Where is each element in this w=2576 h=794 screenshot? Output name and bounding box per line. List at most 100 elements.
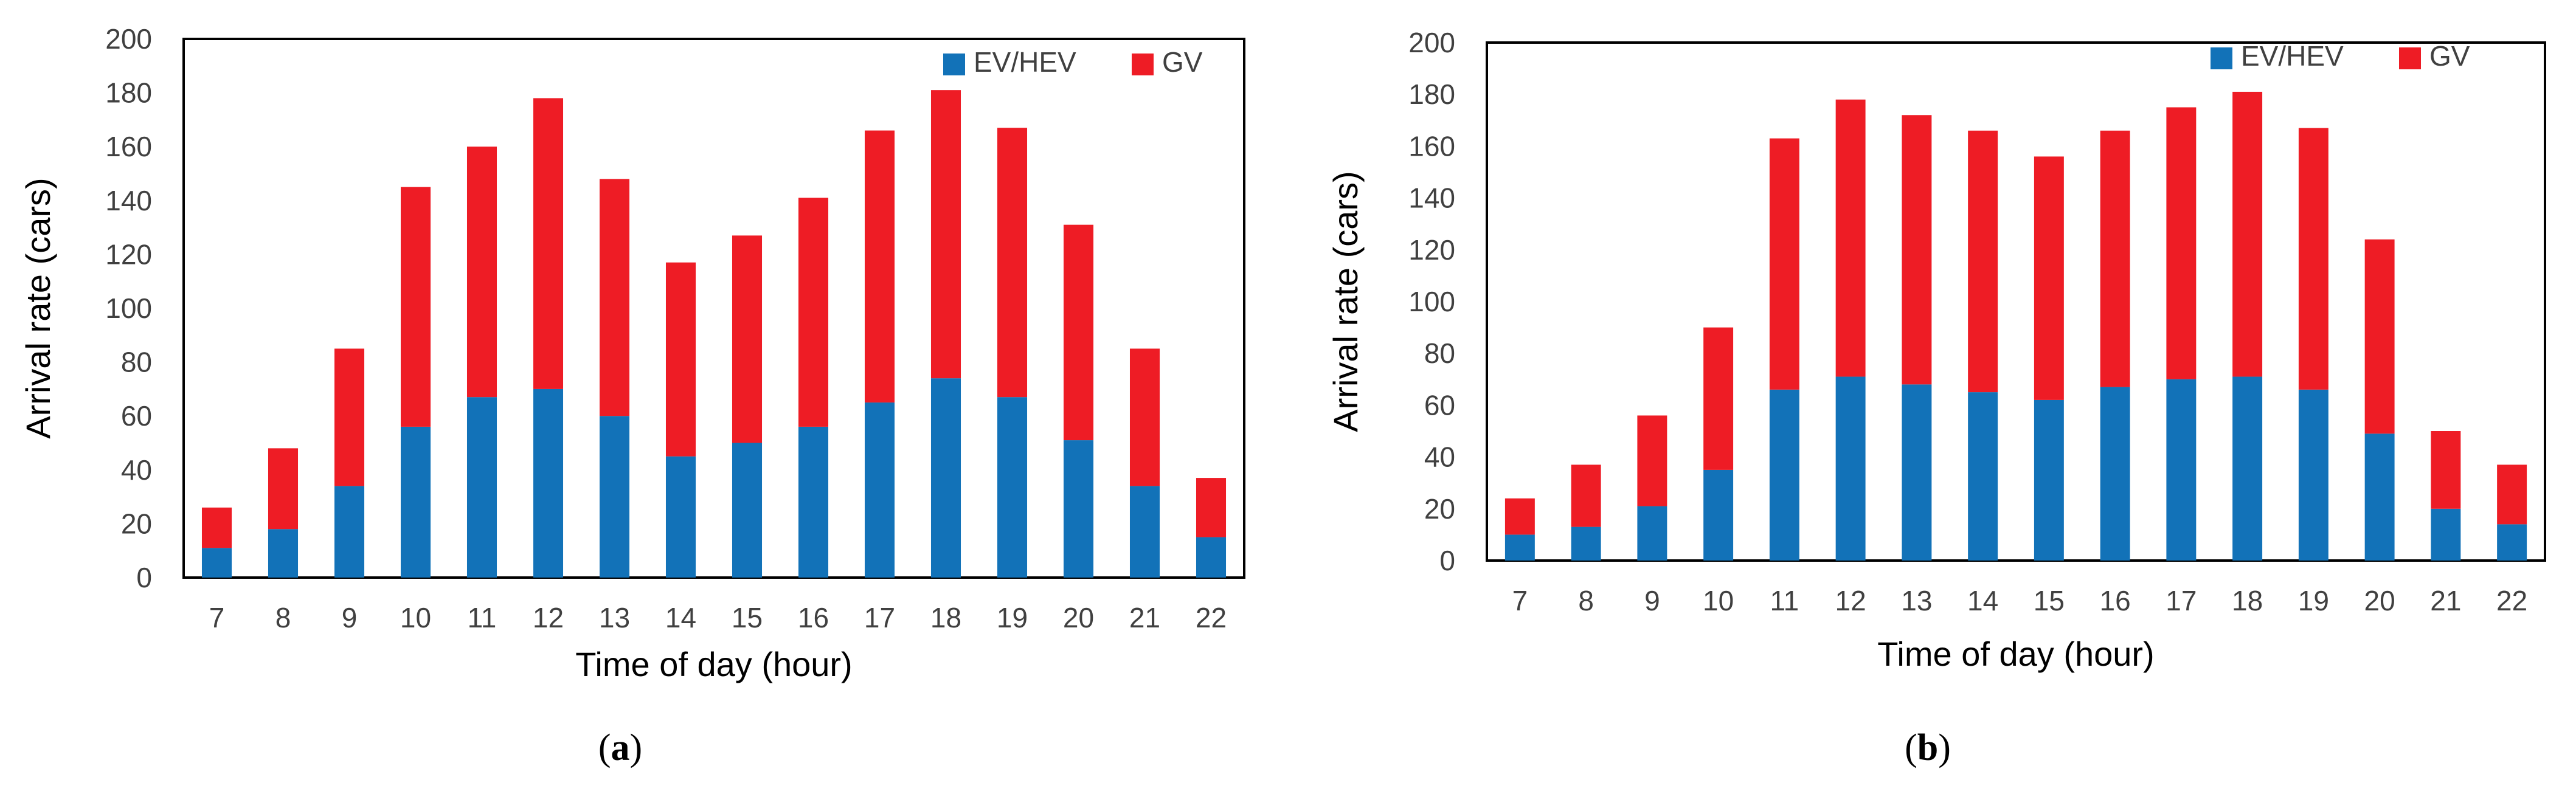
- x-tick-label: 21: [2430, 585, 2461, 616]
- bar-gv-16: [2100, 130, 2130, 387]
- y-tick-label: 180: [105, 77, 152, 109]
- x-tick-label: 10: [400, 602, 431, 633]
- x-tick-label: 8: [1578, 585, 1594, 616]
- bar-ev-hev-14: [665, 456, 696, 578]
- y-tick-label: 100: [105, 292, 152, 324]
- bar-ev-hev-8: [268, 529, 299, 578]
- x-tick-label: 11: [1770, 585, 1799, 616]
- bar-gv-9: [1637, 415, 1667, 506]
- x-tick-label: 11: [468, 602, 497, 633]
- y-tick-label: 140: [1408, 182, 1455, 214]
- bar-gv-14: [1968, 130, 1998, 393]
- x-tick-label: 15: [732, 602, 763, 633]
- x-tick-label: 18: [2232, 585, 2263, 616]
- bar-gv-17: [864, 130, 895, 403]
- bar-gv-8: [268, 448, 299, 530]
- caption-b: (b): [1905, 727, 1951, 768]
- x-tick-label: 17: [2166, 585, 2197, 616]
- bar-ev-hev-17: [864, 402, 895, 578]
- y-axis-title: Arrival rate (cars): [1326, 171, 1365, 432]
- y-tick-label: 0: [1439, 545, 1455, 576]
- y-tick-label: 0: [136, 562, 152, 593]
- bar-gv-20: [1063, 224, 1094, 441]
- x-tick-label: 14: [665, 602, 696, 633]
- legend-ev-hev-label: EV/HEV: [2241, 40, 2344, 72]
- bar-gv-11: [1769, 138, 1799, 390]
- bar-ev-hev-21: [1129, 486, 1160, 578]
- bar-gv-15: [2034, 156, 2064, 400]
- bar-ev-hev-10: [1703, 469, 1734, 561]
- bar-gv-13: [599, 179, 630, 416]
- bar-ev-hev-18: [2232, 376, 2263, 561]
- bar-gv-10: [1703, 327, 1734, 470]
- y-tick-label: 20: [1424, 493, 1455, 525]
- x-tick-label: 22: [1196, 602, 1227, 633]
- bar-gv-19: [997, 128, 1028, 398]
- bar-ev-hev-18: [930, 378, 961, 578]
- x-tick-label: 8: [275, 602, 291, 633]
- legend-gv-label: GV: [2429, 40, 2470, 72]
- bar-ev-hev-8: [1571, 526, 1601, 561]
- y-tick-label: 80: [121, 347, 152, 378]
- x-tick-label: 21: [1129, 602, 1160, 633]
- bar-ev-hev-7: [1504, 534, 1535, 561]
- y-tick-label: 60: [1424, 389, 1455, 421]
- x-tick-label: 10: [1703, 585, 1734, 616]
- bar-gv-18: [2232, 91, 2263, 377]
- legend-ev-hev-label: EV/HEV: [974, 46, 1076, 78]
- bar-ev-hev-22: [2497, 524, 2527, 561]
- bar-gv-8: [1571, 464, 1601, 527]
- bar-gv-9: [334, 348, 365, 486]
- x-tick-label: 13: [599, 602, 630, 633]
- y-tick-label: 20: [121, 508, 152, 539]
- y-tick-label: 160: [1408, 130, 1455, 162]
- bar-ev-hev-19: [997, 397, 1028, 578]
- bar-ev-hev-16: [798, 426, 829, 578]
- bar-ev-hev-17: [2166, 379, 2197, 561]
- x-tick-label: 7: [209, 602, 225, 633]
- bar-gv-19: [2298, 128, 2328, 390]
- legend: EV/HEV GV: [943, 46, 1203, 78]
- bar-ev-hev-12: [533, 388, 564, 578]
- bar-ev-hev-12: [1835, 376, 1866, 561]
- legend-gv-label: GV: [1162, 46, 1203, 78]
- plot-frame: [182, 38, 1245, 579]
- bar-ev-hev-15: [732, 443, 763, 578]
- y-tick-label: 180: [1408, 78, 1455, 110]
- x-tick-label: 16: [2100, 585, 2131, 616]
- bar-ev-hev-20: [1063, 440, 1094, 578]
- bar-gv-15: [732, 235, 763, 443]
- y-tick-label: 120: [105, 238, 152, 270]
- bar-ev-hev-11: [1769, 389, 1799, 561]
- bar-gv-16: [798, 198, 829, 427]
- bar-ev-hev-7: [201, 548, 232, 578]
- legend-gv-swatch: [1132, 54, 1154, 75]
- bar-ev-hev-15: [2034, 399, 2064, 561]
- bar-gv-22: [1196, 478, 1227, 537]
- x-axis-title: Time of day (hour): [1877, 635, 2154, 673]
- bar-ev-hev-19: [2298, 389, 2328, 561]
- bar-ev-hev-9: [1637, 506, 1667, 561]
- x-tick-label: 18: [930, 602, 961, 633]
- bar-ev-hev-9: [334, 486, 365, 578]
- bar-gv-22: [2497, 464, 2527, 525]
- y-tick-label: 140: [105, 185, 152, 216]
- bar-gv-12: [533, 98, 564, 389]
- x-tick-label: 20: [2364, 585, 2395, 616]
- bar-gv-7: [201, 507, 232, 548]
- bar-gv-13: [1902, 115, 1932, 385]
- bar-gv-20: [2364, 239, 2395, 434]
- y-axis-title: Arrival rate (cars): [19, 178, 57, 438]
- y-tick-label: 60: [121, 400, 152, 432]
- bar-ev-hev-21: [2431, 508, 2461, 561]
- x-tick-label: 19: [997, 602, 1028, 633]
- y-tick-label: 40: [1424, 441, 1455, 473]
- plot-frame: [1486, 41, 2546, 562]
- bar-gv-12: [1835, 99, 1866, 377]
- bar-ev-hev-13: [599, 416, 630, 578]
- bar-ev-hev-13: [1902, 384, 1932, 561]
- y-tick-label: 200: [1408, 27, 1455, 58]
- x-tick-label: 9: [1644, 585, 1660, 616]
- x-tick-label: 20: [1063, 602, 1094, 633]
- caption-a: (a): [598, 727, 643, 768]
